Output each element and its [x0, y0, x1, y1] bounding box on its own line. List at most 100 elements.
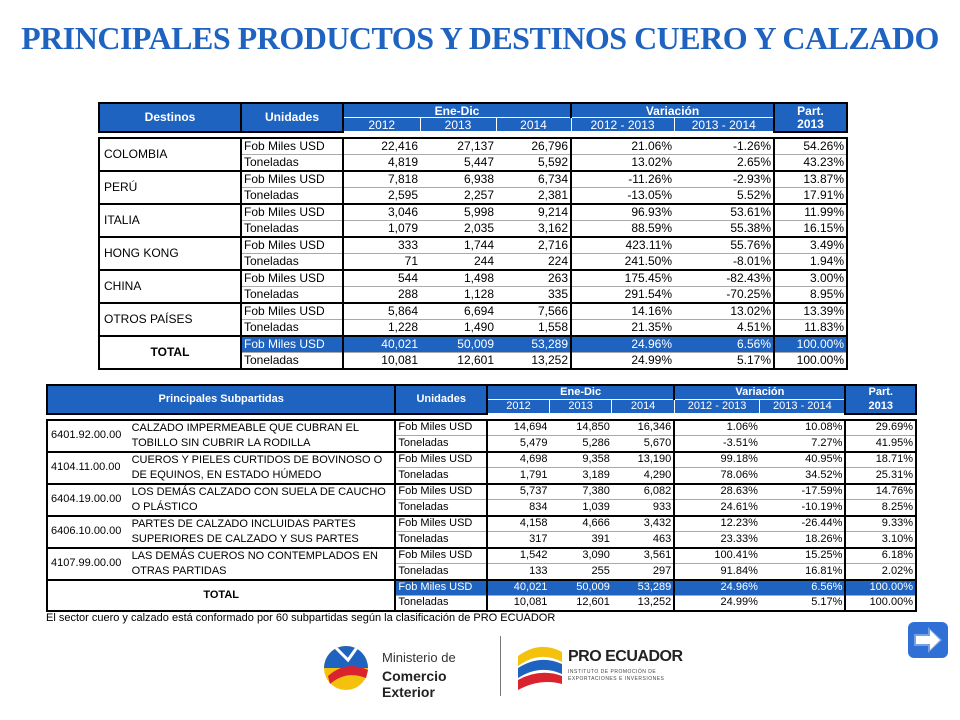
value-cell: 24.96% [673, 578, 760, 595]
value-cell: 1,039 [549, 499, 612, 517]
unit-label: Toneladas [394, 563, 488, 581]
value-cell: 5.52% [674, 186, 775, 205]
value-cell: 55.76% [674, 235, 775, 253]
value-cell: 3,090 [549, 546, 612, 564]
subpartida-code: 6401.92.00.00 [46, 418, 130, 453]
value-cell: 12,601 [420, 351, 496, 370]
value-cell: 5,998 [420, 202, 496, 220]
value-cell: 12.23% [673, 514, 760, 532]
unit-label: Fob Miles USD [394, 482, 488, 500]
value-cell: 78.06% [673, 467, 760, 485]
value-cell: 12,601 [549, 594, 612, 612]
table-row: Toneladas 133 255 297 91.84% 16.81% 2.02% [47, 563, 917, 581]
unit-label: Toneladas [240, 186, 344, 205]
table-row: ITALIA Fob Miles USD 3,046 5,998 9,214 96.93%… [98, 202, 849, 238]
value-cell: -13.05% [570, 186, 675, 205]
unit-label: Toneladas [394, 531, 488, 549]
header-enedic: Ene-Dic [486, 384, 676, 400]
total-row: Toneladas 10,081 12,601 13,252 24.99% 5.17% 10… [47, 594, 917, 612]
value-cell: 1,498 [420, 268, 496, 286]
value-cell: 2,035 [420, 219, 496, 238]
value-cell: 175.45% [570, 268, 675, 286]
value-cell: -2.93% [674, 169, 775, 187]
value-cell: 24.99% [570, 351, 675, 370]
value-cell: 2,257 [420, 186, 496, 205]
value-cell: 96.93% [570, 202, 675, 220]
subpartida-description: CUEROS Y PIELES CURTIDOS DE BOVINOSO O D… [129, 450, 397, 485]
unit-label: Fob Miles USD [394, 450, 488, 468]
value-cell: 100.00% [773, 334, 849, 352]
value-cell: 9,358 [549, 450, 612, 468]
value-cell: 3,432 [611, 514, 675, 532]
value-cell: 244 [420, 252, 496, 271]
unit-label: Fob Miles USD [240, 169, 344, 187]
value-cell: 6.56% [674, 334, 775, 352]
table-row: HONG KONG Fob Miles USD 333 1,744 2,716 423.1… [98, 235, 849, 271]
total-label: TOTAL [45, 578, 397, 612]
header-unidades: Unidades [240, 102, 344, 133]
value-cell: 24.99% [673, 594, 760, 612]
value-cell: 463 [611, 531, 675, 549]
value-cell: 1,079 [342, 219, 420, 238]
unit-label: Toneladas [394, 594, 488, 612]
value-cell: 4,666 [549, 514, 612, 532]
table-row: Toneladas 5,479 5,286 5,670 -3.51% 7.27% 41.95… [47, 435, 917, 453]
value-cell: 40,021 [486, 578, 550, 595]
destinations-table: Destinos Unidades Ene-Dic Variación Part… [98, 102, 849, 370]
value-cell: 255 [549, 563, 612, 581]
value-cell: 288 [342, 285, 420, 304]
value-cell: 14.76% [844, 482, 917, 500]
page-title: PRINCIPALES PRODUCTOS Y DESTINOS CUERO Y… [21, 20, 939, 56]
destination-name: OTROS PAÍSES [98, 301, 242, 337]
value-cell: 1.94% [773, 252, 849, 271]
value-cell: 4.51% [674, 318, 775, 337]
value-cell: 317 [486, 531, 550, 549]
value-cell: 6,082 [611, 482, 675, 500]
value-cell: 391 [549, 531, 612, 549]
table-row: 6406.10.00.00 PARTES DE CALZADO INCLUIDAS… [46, 514, 917, 549]
value-cell: 2,595 [342, 186, 420, 205]
value-cell: 41.95% [844, 435, 917, 453]
total-row: TOTAL Fob Miles USD 40,021 50,009 53,289 24.9… [98, 334, 849, 370]
value-cell: 22,416 [342, 136, 420, 154]
value-cell: 26,796 [496, 136, 572, 154]
header-destinos: Destinos [98, 102, 242, 133]
value-cell: 2,716 [496, 235, 572, 253]
unit-label: Fob Miles USD [240, 268, 344, 286]
unit-label: Fob Miles USD [240, 202, 344, 220]
right-arrow-icon [914, 627, 942, 653]
value-cell: 4,819 [342, 153, 420, 172]
table-row: 6401.92.00.00 CALZADO IMPERMEABLE QUE CUB… [46, 418, 917, 453]
subpartida-code: 4104.11.00.00 [46, 450, 130, 485]
footnote: El sector cuero y calzado está conformad… [46, 612, 556, 624]
next-slide-button[interactable] [908, 622, 948, 658]
value-cell: 8.95% [773, 285, 849, 304]
header-part: Part. [844, 384, 917, 400]
value-cell: 100.00% [773, 351, 849, 370]
destination-name: CHINA [98, 268, 242, 304]
value-cell: 14,850 [549, 418, 612, 436]
value-cell: 16.81% [759, 563, 846, 581]
value-cell: 263 [496, 268, 572, 286]
value-cell: 224 [496, 252, 572, 271]
value-cell: 1,490 [420, 318, 496, 337]
value-cell: 15.25% [759, 546, 846, 564]
value-cell: 423.11% [570, 235, 675, 253]
value-cell: 14.16% [570, 301, 675, 319]
value-cell: 7,380 [549, 482, 612, 500]
header-year: 2013 [419, 117, 497, 132]
value-cell: 34.52% [759, 467, 846, 485]
unit-label: Toneladas [394, 435, 488, 453]
table-row: 4107.99.00.00 LAS DEMÁS CUEROS NO CONTEMP… [46, 546, 917, 581]
value-cell: 5,864 [342, 301, 420, 319]
value-cell: 14,694 [486, 418, 550, 436]
unit-label: Toneladas [240, 219, 344, 238]
value-cell: 71 [342, 252, 420, 271]
value-cell: 28.63% [673, 482, 760, 500]
proecuador-emblem-icon [518, 646, 562, 690]
value-cell: 1,542 [486, 546, 550, 564]
value-cell: 3,046 [342, 202, 420, 220]
header-year: 2013 [548, 399, 613, 414]
value-cell: 7,566 [496, 301, 572, 319]
value-cell: 18.71% [844, 450, 917, 468]
